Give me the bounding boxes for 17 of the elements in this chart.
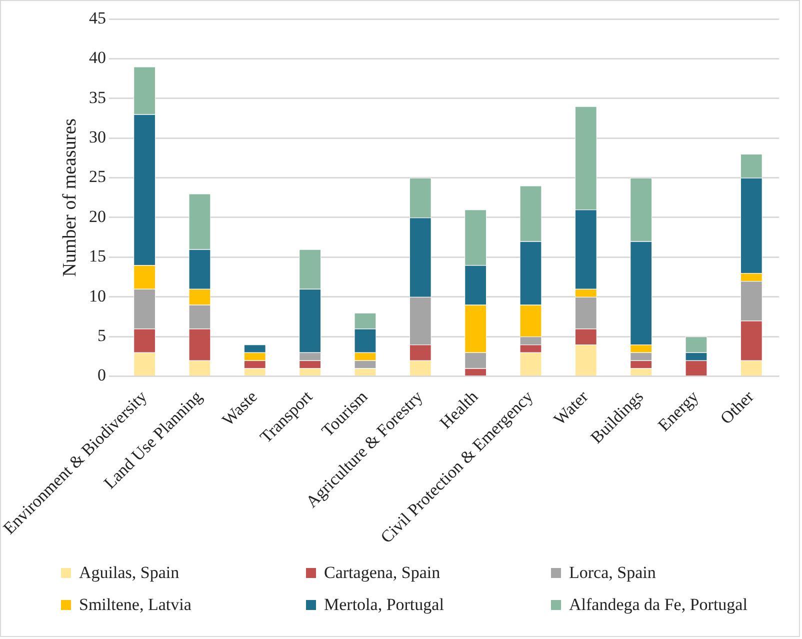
legend-label: Lorca, Spain	[569, 563, 656, 583]
legend-label: Smiltene, Latvia	[79, 595, 192, 615]
legend-label: Alfandega da Fe, Portugal	[569, 595, 748, 615]
legend-label: Mertola, Portugal	[324, 595, 444, 615]
legend-label: Aguilas, Spain	[79, 563, 180, 583]
y-axis-title: Number of measures	[60, 118, 81, 277]
y-tick-label: 40	[88, 48, 106, 68]
y-tick-label: 15	[88, 246, 106, 266]
y-tick-label: 35	[88, 88, 106, 107]
y-tick-label: 20	[88, 206, 106, 226]
y-tick-label: 5	[97, 326, 106, 346]
y-tick-label: 45	[88, 8, 106, 28]
y-tick-label: 30	[88, 128, 106, 147]
y-tick-label: 10	[88, 286, 106, 306]
legend-label: Cartagena, Spain	[324, 563, 440, 583]
y-tick-label: 0	[97, 366, 106, 385]
y-tick-label: 25	[88, 167, 106, 186]
